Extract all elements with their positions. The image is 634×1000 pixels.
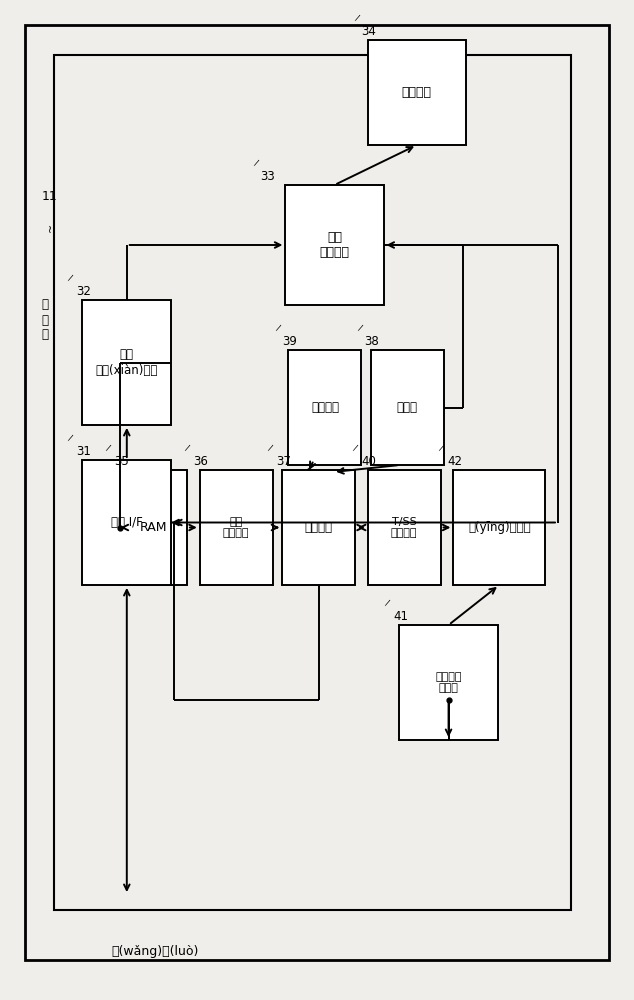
Text: 高速緩沖
存儲器: 高速緩沖 存儲器 [436, 672, 462, 693]
Text: 存儲器: 存儲器 [397, 401, 418, 414]
Text: —: — [350, 442, 362, 454]
Text: 41: 41 [393, 610, 408, 623]
Bar [120, 470, 187, 585]
Text: 11: 11 [41, 190, 57, 203]
Text: 客
戶
端: 客 戶 端 [41, 298, 48, 342]
Bar [399, 625, 498, 740]
Bar [54, 55, 571, 910]
Bar [82, 300, 171, 425]
Text: —: — [103, 442, 115, 454]
Bar [371, 350, 444, 465]
Text: 37: 37 [276, 455, 290, 468]
Text: 控制單元: 控制單元 [304, 521, 333, 534]
Text: —: — [182, 442, 194, 454]
Text: —: — [355, 322, 367, 334]
Text: 40: 40 [361, 455, 376, 468]
Text: 通信 I/F: 通信 I/F [111, 516, 143, 529]
Bar [282, 470, 355, 585]
Text: 樣本
獲取單元: 樣本 獲取單元 [223, 517, 249, 538]
Text: 39: 39 [282, 335, 297, 348]
Text: 33: 33 [260, 170, 275, 183]
Text: ~: ~ [46, 223, 56, 232]
Text: —: — [250, 157, 262, 169]
Text: 網(wǎng)絡(luò): 網(wǎng)絡(luò) [111, 945, 198, 958]
Bar [200, 470, 273, 585]
Bar [453, 470, 545, 585]
Text: 31: 31 [76, 445, 91, 458]
Text: —: — [264, 442, 276, 454]
Text: 42: 42 [447, 455, 462, 468]
Text: 32: 32 [76, 285, 91, 298]
Bar [82, 460, 171, 585]
Text: 36: 36 [193, 455, 208, 468]
Text: 顯示單元: 顯示單元 [402, 86, 432, 99]
Text: —: — [65, 432, 77, 444]
Bar [285, 185, 384, 305]
Text: 應(yīng)用引擎: 應(yīng)用引擎 [468, 521, 531, 534]
Text: 顯示
控制單元: 顯示 控制單元 [320, 231, 349, 259]
Text: —: — [352, 12, 364, 24]
Text: 34: 34 [361, 25, 376, 38]
Text: RAM: RAM [140, 521, 167, 534]
Text: —: — [382, 597, 394, 609]
Text: —: — [436, 442, 448, 454]
Text: T/SS
處理單元: T/SS 處理單元 [391, 517, 417, 538]
Bar [288, 350, 361, 465]
Text: 操作單元: 操作單元 [311, 401, 339, 414]
Text: —: — [65, 272, 77, 284]
Text: 38: 38 [365, 335, 379, 348]
Text: 35: 35 [114, 455, 129, 468]
Text: —: — [273, 322, 285, 334]
Bar [368, 470, 441, 585]
Bar [368, 40, 466, 145]
Text: 内容
再現(xiàn)單元: 内容 再現(xiàn)單元 [96, 349, 158, 376]
